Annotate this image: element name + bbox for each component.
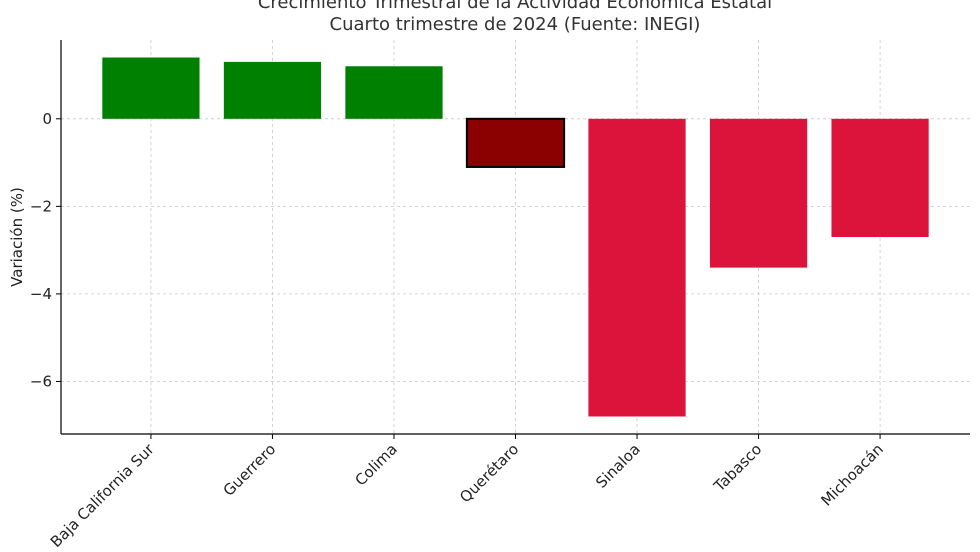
y-tick-label: −2: [30, 197, 52, 215]
bar-querétaro: [465, 117, 566, 168]
bar-michoacán: [831, 118, 929, 237]
y-tick-label: 0: [42, 110, 52, 128]
bar-colima: [345, 66, 443, 119]
bar-tabasco: [709, 118, 808, 268]
x-tick-label: Colima: [351, 440, 400, 489]
bar-guerrero: [223, 61, 322, 119]
bar-baja-california-sur: [102, 57, 200, 119]
y-tick-label: −6: [30, 372, 52, 390]
x-tick-label: Baja California Sur: [47, 440, 158, 551]
x-tick-label: Michoacán: [817, 440, 886, 509]
chart-title-line-2: Cuarto trimestre de 2024 (Fuente: INEGI): [330, 14, 701, 35]
y-axis-label: Variación (%): [8, 187, 26, 287]
x-tick-label: Guerrero: [220, 440, 280, 500]
x-tick-label: Tabasco: [710, 440, 766, 496]
chart-title-line-1: Crecimiento Trimestral de la Actividad E…: [258, 0, 772, 13]
x-tick-label: Querétaro: [456, 440, 522, 506]
bar-sinaloa: [588, 118, 686, 417]
y-tick-label: −4: [30, 285, 52, 303]
x-tick-label: Sinaloa: [592, 440, 644, 492]
